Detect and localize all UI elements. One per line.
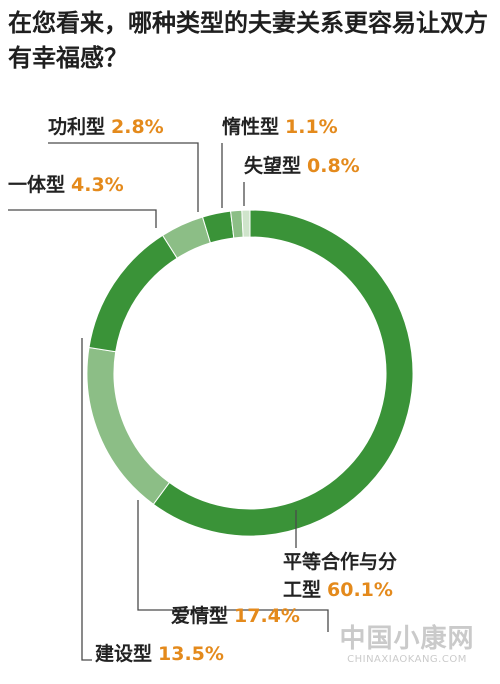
chart-title: 在您看来，哪种类型的夫妻关系更容易让双方有幸福感？: [8, 9, 488, 72]
donut-slice-7: [241, 209, 251, 238]
slice-name-4: 一体型: [8, 173, 65, 196]
slice-label-6: 惰性型 1.1%: [222, 115, 338, 138]
donut-slice-2: [86, 346, 171, 505]
slice-value-6: 1.1%: [285, 116, 338, 138]
donut-slice-3: [88, 234, 178, 353]
slice-label-2: 爱情型 17.4%: [171, 604, 300, 627]
leader-line-2: [137, 500, 329, 632]
slice-label-7: 失望型 0.8%: [244, 154, 360, 177]
donut-slice-1: [152, 209, 414, 537]
donut-slices: [86, 209, 414, 537]
slice-label-3: 建设型 13.5%: [95, 642, 224, 665]
watermark-url-text: CHINAXIAOKANG.COM: [347, 654, 467, 665]
slice-value-1: 60.1%: [327, 579, 393, 601]
slice-label-1-line-2: 工型 60.1%: [283, 578, 393, 601]
slice-name-5: 功利型: [48, 115, 105, 138]
leader-line-5: [48, 142, 199, 212]
slice-name-3: 建设型: [95, 642, 152, 665]
slice-label-4: 一体型 4.3%: [8, 173, 124, 196]
slice-name-2: 爱情型: [171, 604, 228, 627]
leader-line-4: [8, 209, 157, 228]
slice-value-3: 13.5%: [158, 643, 224, 665]
slice-label-5: 功利型 2.8%: [48, 115, 164, 138]
slice-name-1-part-1: 平等合作与分: [283, 550, 397, 573]
slice-value-4: 4.3%: [71, 174, 124, 196]
slice-value-7: 0.8%: [307, 155, 360, 177]
watermark: 中国小康网 CHINAXIAOKANG.COM: [332, 624, 482, 666]
slice-value-5: 2.8%: [111, 116, 164, 138]
leader-line-3: [81, 338, 92, 661]
watermark-logo-text: 中国小康网: [339, 624, 475, 654]
slice-name-7: 失望型: [244, 154, 301, 177]
slice-label-1-line-1: 平等合作与分: [283, 550, 397, 573]
leader-lines: [8, 142, 329, 661]
slice-value-2: 17.4%: [234, 605, 300, 627]
slice-name-1-part-2: 工型: [283, 578, 321, 601]
slice-name-6: 惰性型: [222, 115, 279, 138]
